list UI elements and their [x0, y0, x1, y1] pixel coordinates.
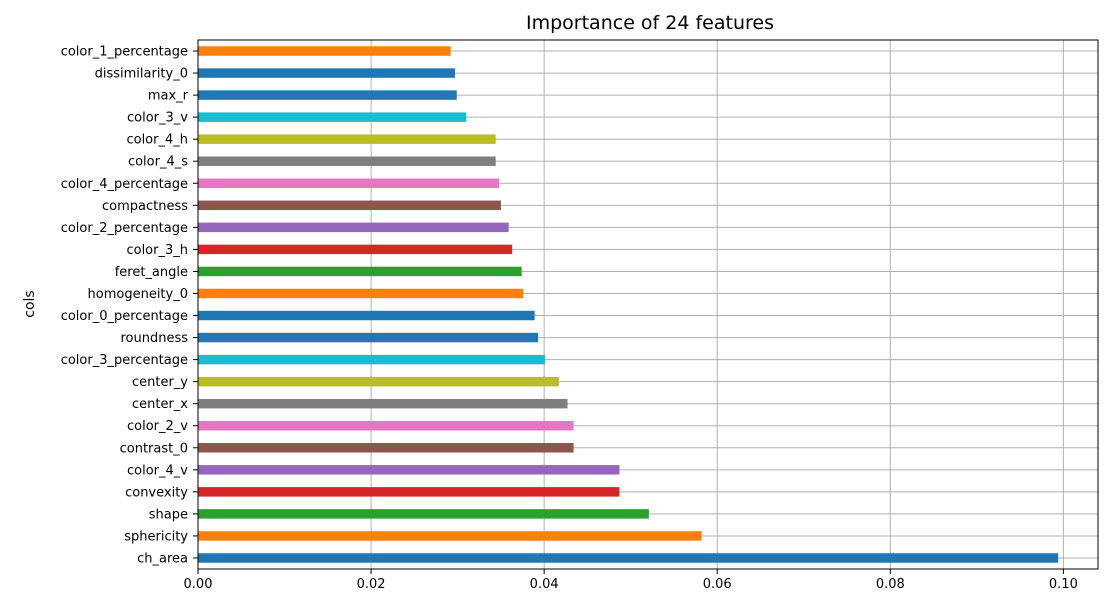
y-tick-label: color_3_h — [126, 243, 188, 258]
y-tick-label: color_4_v — [127, 463, 188, 478]
bar-color-4-v — [198, 465, 620, 475]
y-tick-label: dissimilarity_0 — [95, 67, 188, 82]
bar-color-4-percentage — [198, 178, 500, 189]
y-tick-label: homogeneity_0 — [88, 287, 188, 302]
bar-shape — [198, 509, 649, 519]
y-tick-label: color_2_v — [127, 419, 188, 434]
chart-title: Importance of 24 features — [526, 12, 774, 34]
y-tick-label: color_0_percentage — [61, 309, 188, 324]
bar-contrast-0 — [198, 443, 574, 453]
bar-color-4-s — [198, 156, 496, 166]
y-tick-label: color_3_percentage — [61, 353, 188, 368]
bar-convexity — [198, 487, 620, 497]
bar-color-3-v — [198, 112, 467, 122]
x-tick-labels: 0.00 0.02 0.04 0.06 0.08 0.10 — [184, 577, 1078, 592]
bar-sphericity — [198, 531, 702, 541]
bar-dissimilarity-0 — [198, 68, 456, 78]
y-tick-label: color_3_v — [127, 111, 188, 126]
y-tick-label: color_2_percentage — [61, 221, 188, 236]
y-tick-label: shape — [149, 507, 188, 522]
bar-ch-area — [198, 553, 1059, 563]
x-tick-label: 0.06 — [703, 577, 732, 592]
plot-frame — [197, 39, 1099, 570]
x-tick-label: 0.02 — [357, 577, 386, 592]
y-axis-label: cols — [22, 290, 38, 317]
bar-homogeneity-0 — [198, 288, 524, 299]
y-tick-label: max_r — [148, 89, 189, 104]
y-tick-label: roundness — [120, 331, 188, 346]
y-tick-label: color_4_h — [126, 133, 188, 148]
bar-max-r — [198, 90, 457, 100]
x-tick-label: 0.04 — [530, 577, 559, 592]
y-tick-label: contrast_0 — [120, 441, 188, 456]
y-tick-label: ch_area — [137, 551, 188, 566]
bar-color-4-h — [198, 134, 496, 144]
bar-compactness — [198, 200, 501, 211]
y-tick-label: color_4_percentage — [61, 177, 188, 192]
y-tick-label: color_1_percentage — [61, 45, 188, 60]
x-tick-label: 0.10 — [1049, 577, 1078, 592]
bar-center-x — [198, 398, 568, 409]
bar-color-2-percentage — [198, 222, 509, 233]
y-tick-label: convexity — [125, 485, 188, 500]
y-tick-label: center_x — [132, 397, 188, 412]
x-tick-label: 0.00 — [184, 577, 213, 592]
bar-color-3-h — [198, 244, 513, 255]
bar-center-y — [198, 376, 559, 387]
bar-roundness — [198, 332, 539, 343]
bar-color-2-v — [198, 420, 574, 431]
bar-color-0-percentage — [198, 310, 535, 321]
y-tick-label: sphericity — [124, 529, 188, 544]
y-tick-label: feret_angle — [115, 265, 188, 280]
y-tick-label: color_4_s — [128, 155, 188, 170]
bar-color-3-percentage — [198, 354, 546, 365]
bar-feret-angle — [198, 266, 522, 277]
y-tick-labels: ch_area sphericity shape convexity color_4_v… — [61, 45, 189, 567]
y-tick-label: center_y — [132, 375, 188, 390]
x-tick-label: 0.08 — [876, 577, 905, 592]
y-tick-label: compactness — [102, 199, 188, 214]
bar-series — [198, 46, 1059, 563]
bar-color-1-percentage — [198, 46, 451, 56]
axes — [193, 39, 1099, 574]
